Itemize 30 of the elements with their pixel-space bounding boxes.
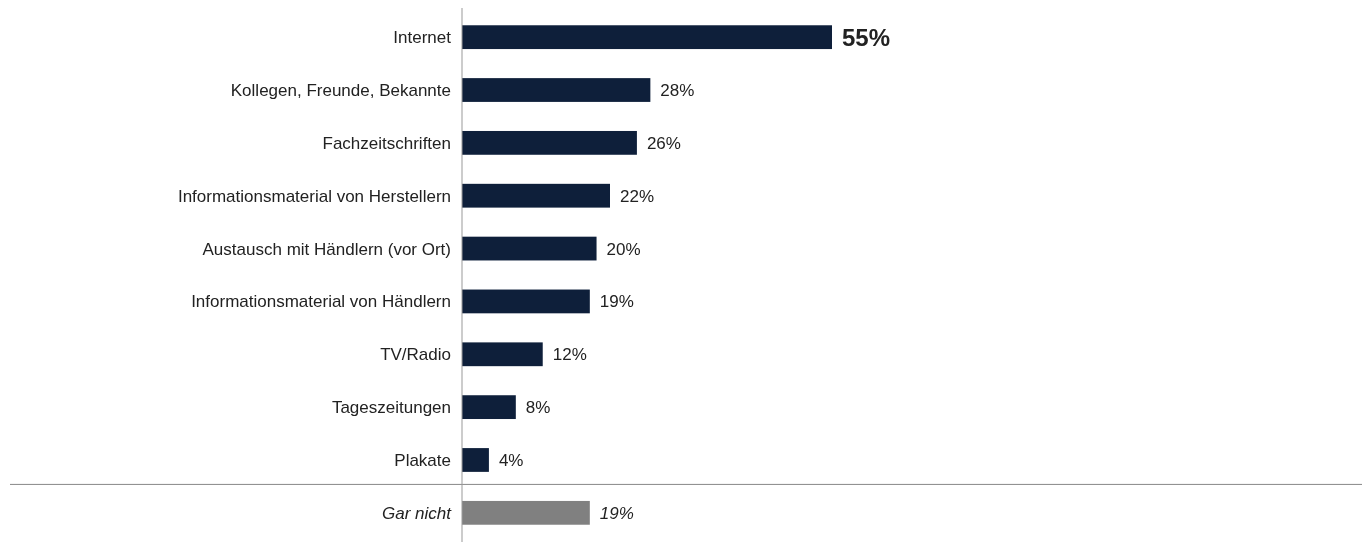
- data-label: 19%: [599, 292, 634, 312]
- bar: [462, 183, 610, 208]
- y-tick-label: Plakate: [394, 450, 451, 470]
- bar: [462, 130, 637, 155]
- data-label: 12%: [552, 345, 587, 365]
- y-tick-label: Kollegen, Freunde, Bekannte: [230, 80, 451, 100]
- bar: [462, 78, 651, 102]
- data-label: 8%: [525, 398, 551, 418]
- bar: [462, 395, 516, 420]
- y-tick-label: Austausch mit Händlern (vor Ort): [202, 239, 451, 259]
- y-tick-label: Fachzeitschriften: [322, 133, 451, 153]
- bar: [462, 25, 832, 50]
- data-label: 20%: [606, 239, 641, 259]
- y-tick-label: Internet: [393, 28, 452, 48]
- bar: [462, 289, 590, 314]
- data-label: 19%: [599, 503, 634, 523]
- bar: [462, 342, 543, 367]
- data-label: 28%: [660, 80, 695, 100]
- y-tick-label: TV/Radio: [380, 345, 451, 365]
- data-label: 55%: [842, 23, 891, 51]
- y-tick-label: Informationsmaterial von Händlern: [191, 292, 451, 312]
- data-label: 4%: [498, 450, 524, 470]
- y-tick-label: Gar nicht: [382, 503, 453, 523]
- bar: [462, 448, 489, 472]
- bar: [462, 236, 597, 261]
- y-tick-label: Tageszeitungen: [331, 398, 451, 418]
- data-label: 22%: [620, 186, 655, 206]
- bar: [462, 500, 590, 525]
- y-tick-label: Informationsmaterial von Herstellern: [177, 186, 451, 206]
- data-label: 26%: [646, 133, 681, 153]
